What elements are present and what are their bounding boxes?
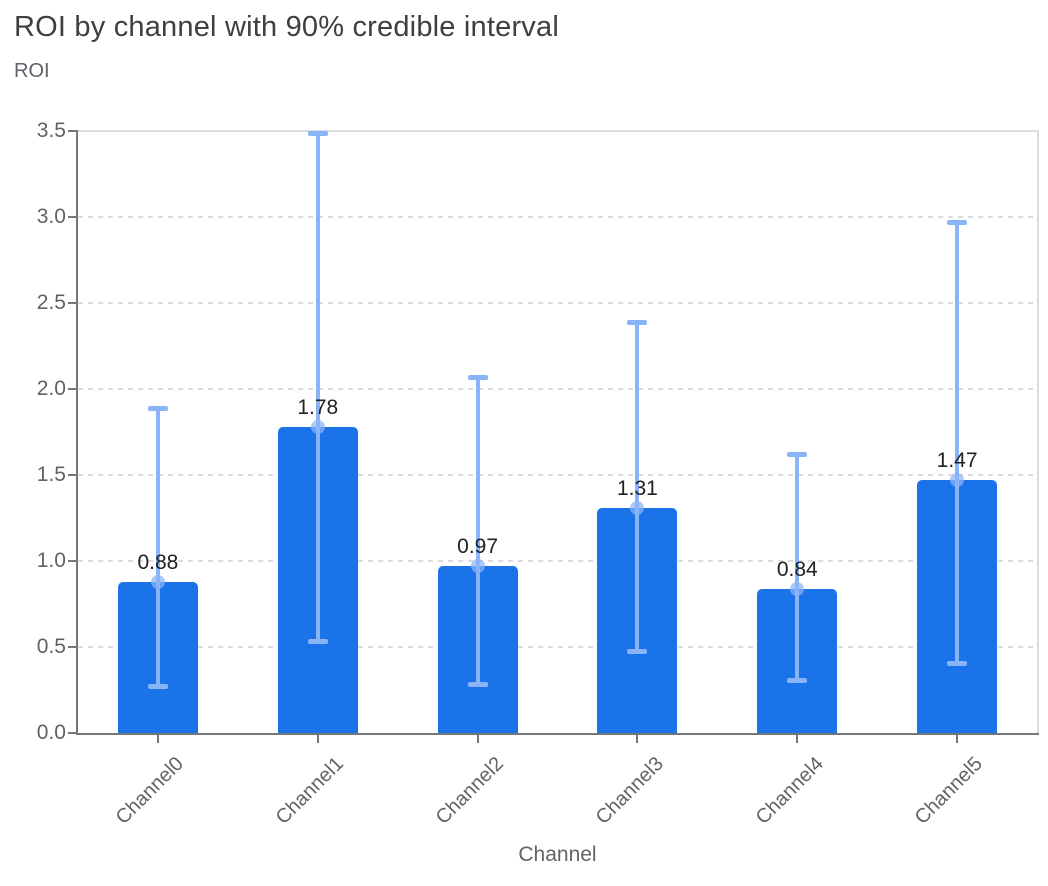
gridline: [78, 646, 1037, 648]
y-tick-label: 3.0: [36, 205, 66, 228]
gridline: [78, 302, 1037, 304]
y-tick: [68, 732, 76, 734]
y-axis-title: ROI: [14, 60, 50, 82]
error-bar-line: [795, 454, 800, 682]
gridline: [78, 216, 1037, 218]
y-tick-label: 0.0: [36, 721, 66, 744]
error-bar-cap-top: [787, 452, 808, 458]
x-tick-label: Channel5: [911, 752, 988, 829]
error-bar-cap-bottom: [787, 678, 808, 684]
mean-dot: [470, 559, 485, 574]
error-bar-cap-bottom: [947, 661, 968, 667]
bar-value-label: 0.88: [137, 550, 179, 574]
y-tick: [68, 646, 76, 648]
error-bar-line: [955, 222, 960, 665]
error-bar-cap-top: [467, 374, 488, 380]
y-axis-line: [76, 130, 78, 734]
error-bar-line: [475, 376, 480, 685]
error-bar-line: [315, 132, 320, 642]
error-bar-cap-top: [947, 220, 968, 226]
error-bar-cap-top: [307, 130, 328, 136]
gridline: [78, 560, 1037, 562]
mean-dot: [950, 473, 965, 488]
error-bar-cap-bottom: [467, 681, 488, 687]
gridline: [78, 388, 1037, 390]
x-axis-line: [76, 733, 1039, 735]
x-tick: [156, 735, 159, 743]
bar-value-label: 1.78: [297, 395, 339, 419]
y-tick-label: 1.0: [36, 549, 66, 572]
mean-dot: [310, 419, 325, 434]
error-bar-line: [635, 321, 640, 653]
mean-dot: [790, 581, 805, 596]
error-bar-cap-bottom: [147, 683, 168, 689]
error-bar-cap-bottom: [627, 649, 648, 655]
y-tick-label: 3.5: [36, 119, 66, 142]
chart-title: ROI by channel with 90% credible interva…: [14, 11, 559, 43]
bar-value-label: 0.97: [457, 535, 499, 559]
x-tick: [636, 735, 639, 743]
y-tick: [68, 130, 76, 132]
error-bar-cap-top: [147, 405, 168, 411]
x-tick: [796, 735, 799, 743]
x-tick-label: Channel1: [271, 752, 349, 829]
error-bar-cap-bottom: [307, 638, 328, 644]
y-tick: [68, 388, 76, 390]
y-tick-label: 0.5: [36, 635, 66, 658]
bar-value-label: 0.84: [776, 557, 818, 581]
x-tick-label: Channel0: [112, 752, 189, 829]
y-tick: [68, 560, 76, 562]
y-tick: [68, 216, 76, 218]
x-tick-label: Channel4: [751, 752, 828, 829]
y-tick: [68, 474, 76, 476]
x-tick-label: Channel2: [431, 752, 508, 829]
plot-right-border: [1037, 130, 1039, 733]
x-tick: [956, 735, 959, 743]
mean-dot: [630, 500, 645, 515]
gridline: [78, 474, 1037, 476]
x-tick-label: Channel3: [591, 752, 668, 829]
y-tick-label: 1.5: [36, 463, 66, 486]
error-bar-cap-top: [627, 319, 648, 325]
bar-value-label: 1.31: [616, 476, 658, 500]
plot-top-border: [78, 130, 1037, 132]
x-tick: [476, 735, 479, 743]
x-axis-title: Channel: [518, 843, 597, 866]
x-tick: [316, 735, 319, 743]
bar-value-label: 1.47: [936, 449, 978, 473]
y-tick-label: 2.5: [36, 291, 66, 314]
y-tick: [68, 302, 76, 304]
mean-dot: [150, 574, 165, 589]
error-bar-line: [155, 407, 160, 687]
y-tick-label: 2.0: [36, 377, 66, 400]
